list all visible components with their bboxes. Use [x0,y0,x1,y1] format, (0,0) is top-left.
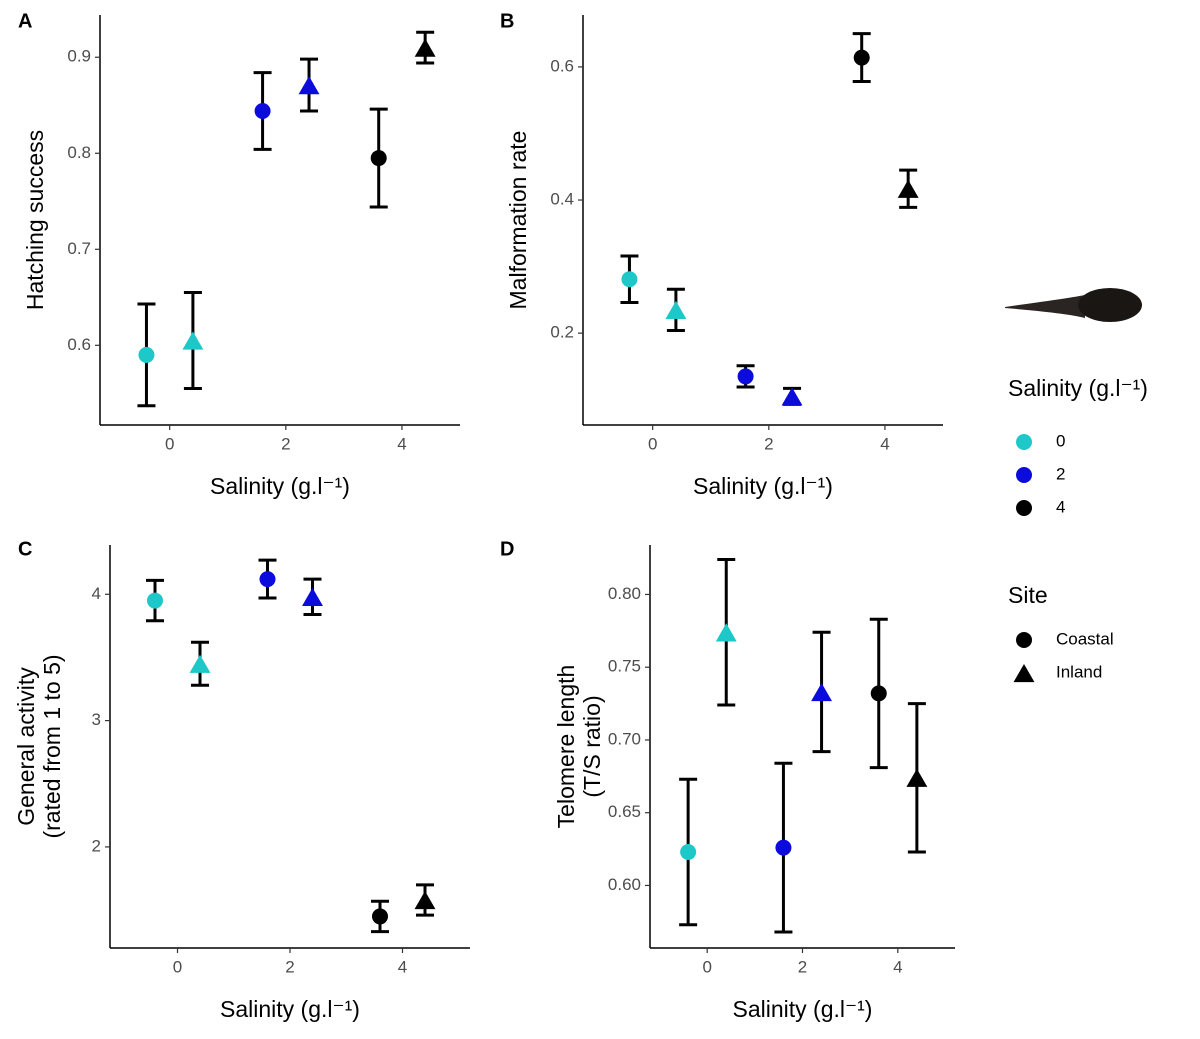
y-tick-label: 3 [92,710,101,729]
y-axis-title: (T/S ratio) [579,695,605,797]
tadpole-tail [1005,295,1085,318]
point [147,592,163,609]
legend-label: 2 [1056,464,1065,483]
point [897,179,919,198]
y-tick-label: 0.8 [67,143,91,162]
point [302,587,323,606]
y-tick-label: 2 [92,836,101,855]
y-tick-label: 0.6 [550,56,574,75]
point [254,103,271,120]
point [182,331,204,350]
point [906,768,928,787]
point [138,346,155,363]
y-tick-label: 0.65 [608,802,641,821]
point [370,150,387,167]
legend-title: Salinity (g.l⁻¹) [1008,375,1148,401]
y-axis-title: General activity [13,667,39,826]
x-axis-title: Salinity (g.l⁻¹) [220,996,360,1022]
x-tick-label: 2 [285,957,294,976]
legend-label: Inland [1056,662,1102,681]
y-axis-title: (rated from 1 to 5) [39,654,65,838]
point [811,682,833,702]
point [621,271,638,288]
y-tick-label: 4 [92,584,101,603]
x-tick-label: 0 [173,957,182,976]
y-tick-label: 0.70 [608,729,641,748]
point [259,571,276,588]
x-axis-title: Salinity (g.l⁻¹) [693,473,833,499]
point [414,38,436,57]
point [775,839,792,856]
x-tick-label: 0 [648,434,657,453]
legend-key [1016,632,1032,648]
tadpole-body [1078,288,1142,322]
point [715,623,737,642]
x-tick-label: 0 [702,957,711,976]
tadpole-illustration [1005,288,1142,322]
point [189,654,211,673]
point [665,300,687,320]
legend-title: Site [1008,582,1048,608]
y-axis-title: Telomere length [553,665,579,829]
point [680,843,697,860]
y-tick-label: 0.6 [67,335,91,354]
x-axis-title: Salinity (g.l⁻¹) [733,996,873,1022]
point [737,368,754,385]
y-axis-title: Malformation rate [505,131,531,310]
legend-key [1013,664,1035,683]
panel-letter: D [500,538,514,560]
x-tick-label: 4 [880,434,889,453]
panel-letter: A [18,10,32,32]
point [372,908,388,925]
legend-key [1016,500,1032,516]
x-tick-label: 2 [798,957,807,976]
legend-label: Coastal [1056,629,1114,648]
legend-key [1016,467,1032,483]
y-tick-label: 0.9 [67,47,91,66]
x-tick-label: 4 [398,957,407,976]
point [414,890,436,910]
y-tick-label: 0.2 [550,323,574,342]
point [781,387,803,406]
point [298,76,320,95]
legend-label: 0 [1056,431,1065,450]
panel-letter: C [18,538,32,560]
x-tick-label: 2 [764,434,773,453]
x-axis-title: Salinity (g.l⁻¹) [210,473,350,499]
legend-label: 4 [1056,497,1065,516]
point [870,685,887,702]
y-tick-label: 0.75 [608,657,641,676]
y-tick-label: 0.80 [608,584,641,603]
x-tick-label: 0 [165,434,174,453]
x-tick-label: 4 [893,957,902,976]
y-tick-label: 0.60 [608,875,641,894]
panel-letter: B [500,10,514,32]
x-tick-label: 2 [281,434,290,453]
point [853,49,870,66]
y-tick-label: 0.4 [550,190,574,209]
x-tick-label: 4 [397,434,406,453]
y-tick-label: 0.7 [67,239,91,258]
legend-key [1016,434,1032,450]
y-axis-title: Hatching success [22,130,48,310]
